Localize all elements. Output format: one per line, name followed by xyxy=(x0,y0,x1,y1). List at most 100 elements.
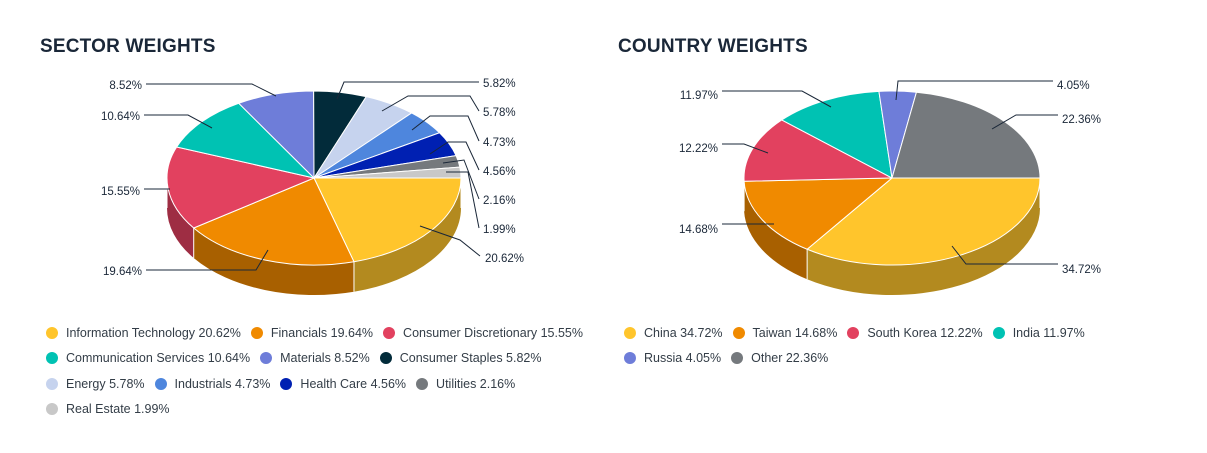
country-slice-side-0 xyxy=(807,178,1040,295)
sector-legend-item-1[interactable]: Financials 19.64% xyxy=(250,325,374,340)
legend-label: Taiwan 14.68% xyxy=(752,325,838,340)
sector-data-label-0: 20.62% xyxy=(485,253,524,265)
legend-label: Financials 19.64% xyxy=(270,325,374,340)
country-slice-3[interactable] xyxy=(781,90,893,179)
legend-row: China 34.72% Taiwan 14.68% South Korea 12.… xyxy=(624,320,1095,346)
legend-label: Russia 4.05% xyxy=(644,351,722,366)
legend-swatch-icon xyxy=(46,403,58,416)
sector-slice-side-0 xyxy=(353,178,461,292)
country-slice-1[interactable] xyxy=(743,177,893,250)
legend-row: Energy 5.78% Industrials 4.73% Health Care… xyxy=(46,371,593,397)
legend-label: South Korea 12.22% xyxy=(867,325,983,340)
legend-label: India 11.97% xyxy=(1012,325,1085,340)
legend-label: Materials 8.52% xyxy=(280,351,370,366)
sector-slice-0[interactable] xyxy=(313,177,462,263)
sector-weights-chart: SECTOR WEIGHTS 20.62% 19.64% 15.55% 10.64% 8… xyxy=(0,0,600,453)
country-weights-chart: COUNTRY WEIGHTS 34.72% 14.68% 12.22% 11.97%… xyxy=(600,0,1207,453)
sector-data-label-8: 4.56% xyxy=(483,166,516,178)
legend-label: Communication Services 10.64% xyxy=(66,351,251,366)
sector-leader-line-3 xyxy=(144,114,213,129)
country-legend-item-0[interactable]: China 34.72% xyxy=(624,326,723,340)
sector-leader-line-9 xyxy=(442,159,480,200)
sector-pie: 20.62% 19.64% 15.55% 10.64% 8.52% 5.82% 5.78% 4… xyxy=(101,78,524,295)
sector-data-label-5: 5.82% xyxy=(483,78,516,90)
sector-leader-line-5 xyxy=(336,81,479,100)
sector-leader-line-1 xyxy=(146,249,269,271)
sector-legend-item-10[interactable]: Real Estate 1.99% xyxy=(46,402,170,416)
sector-legend-item-6[interactable]: Energy 5.78% xyxy=(46,377,145,391)
sector-data-label-3: 10.64% xyxy=(101,111,140,123)
sector-legend-item-7[interactable]: Industrials 4.73% xyxy=(154,376,271,391)
sector-legend-item-8[interactable]: Health Care 4.56% xyxy=(280,377,406,391)
country-legend-item-4[interactable]: Russia 4.05% xyxy=(624,351,721,365)
legend-swatch-icon xyxy=(847,326,860,339)
country-slice-2[interactable] xyxy=(743,119,893,182)
sector-legend-item-2[interactable]: Consumer Discretionary 15.55% xyxy=(383,326,583,340)
sector-leader-line-6 xyxy=(381,95,480,112)
legend-swatch-icon xyxy=(731,352,744,365)
country-legend-item-2[interactable]: South Korea 12.22% xyxy=(847,325,983,340)
country-data-label-5: 22.36% xyxy=(1062,114,1101,126)
sector-data-label-4: 8.52% xyxy=(109,80,142,92)
sector-leader-line-8 xyxy=(429,141,480,171)
legend-label: Utilities 2.16% xyxy=(436,376,516,391)
legend-swatch-icon xyxy=(280,377,293,390)
country-data-label-0: 34.72% xyxy=(1062,264,1101,276)
sector-leader-line-10 xyxy=(446,171,480,229)
sector-leader-line-7 xyxy=(411,115,480,142)
sector-slice-10[interactable] xyxy=(313,166,462,179)
legend-swatch-icon xyxy=(416,377,429,390)
legend-label: Energy 5.78% xyxy=(66,376,145,391)
legend-row: Russia 4.05% Other 22.36% xyxy=(624,346,1095,372)
legend-swatch-icon xyxy=(732,326,745,339)
country-leader-line-5 xyxy=(991,114,1058,130)
country-legend: China 34.72% Taiwan 14.68% South Korea 12.… xyxy=(624,320,1095,371)
country-slice-5[interactable] xyxy=(891,91,1041,179)
sector-leader-line-4 xyxy=(146,83,277,97)
legend-swatch-icon xyxy=(383,326,396,339)
country-slice-0[interactable] xyxy=(806,177,1041,266)
legend-swatch-icon xyxy=(154,377,167,390)
sector-slice-side-2 xyxy=(167,178,194,258)
legend-swatch-icon xyxy=(46,352,58,365)
legend-swatch-icon xyxy=(624,352,636,365)
country-data-label-4: 4.05% xyxy=(1057,80,1090,92)
sector-data-label-10: 1.99% xyxy=(483,224,516,236)
legend-swatch-icon xyxy=(46,326,58,339)
legend-swatch-icon xyxy=(624,326,636,339)
country-leader-line-2 xyxy=(722,143,769,154)
country-legend-item-5[interactable]: Other 22.36% xyxy=(731,351,828,365)
legend-label: Consumer Staples 5.82% xyxy=(399,351,542,366)
sector-legend-item-0[interactable]: Information Technology 20.62% xyxy=(46,326,241,340)
sector-legend: Information Technology 20.62% Financials … xyxy=(46,320,593,422)
legend-label: Other 22.36% xyxy=(751,351,829,366)
sector-leader-line-0 xyxy=(419,225,481,257)
country-data-label-1: 14.68% xyxy=(679,224,718,236)
sector-chart-title: SECTOR WEIGHTS xyxy=(40,36,216,57)
sector-slice-1[interactable] xyxy=(193,177,355,266)
legend-label: Consumer Discretionary 15.55% xyxy=(403,325,583,340)
sector-legend-item-9[interactable]: Utilities 2.16% xyxy=(416,377,515,391)
legend-swatch-icon xyxy=(992,326,1005,339)
sector-data-label-6: 5.78% xyxy=(483,107,516,119)
country-legend-item-1[interactable]: Taiwan 14.68% xyxy=(732,325,838,340)
sector-legend-item-5[interactable]: Consumer Staples 5.82% xyxy=(379,351,542,366)
country-data-label-2: 12.22% xyxy=(679,143,718,155)
legend-row: Communication Services 10.64% Materials 8… xyxy=(46,346,593,372)
legend-label: Real Estate 1.99% xyxy=(66,402,170,417)
country-leader-line-3 xyxy=(722,90,832,108)
country-slice-side-1 xyxy=(744,181,808,280)
country-pie: 34.72% 14.68% 12.22% 11.97% 4.05% 22.36% xyxy=(679,80,1101,295)
sector-legend-item-3[interactable]: Communication Services 10.64% xyxy=(46,351,250,365)
country-legend-item-3[interactable]: India 11.97% xyxy=(992,325,1085,340)
legend-swatch-icon xyxy=(379,352,392,365)
country-data-label-3: 11.97% xyxy=(680,90,718,102)
sector-data-label-1: 19.64% xyxy=(103,266,142,278)
legend-label: Health Care 4.56% xyxy=(300,376,407,391)
sector-slice-side-1 xyxy=(193,227,354,295)
sector-legend-item-4[interactable]: Materials 8.52% xyxy=(260,351,370,365)
legend-swatch-icon xyxy=(250,326,263,339)
sector-data-label-7: 4.73% xyxy=(483,137,516,149)
sector-data-label-9: 2.16% xyxy=(483,195,516,207)
legend-label: Industrials 4.73% xyxy=(174,376,271,391)
